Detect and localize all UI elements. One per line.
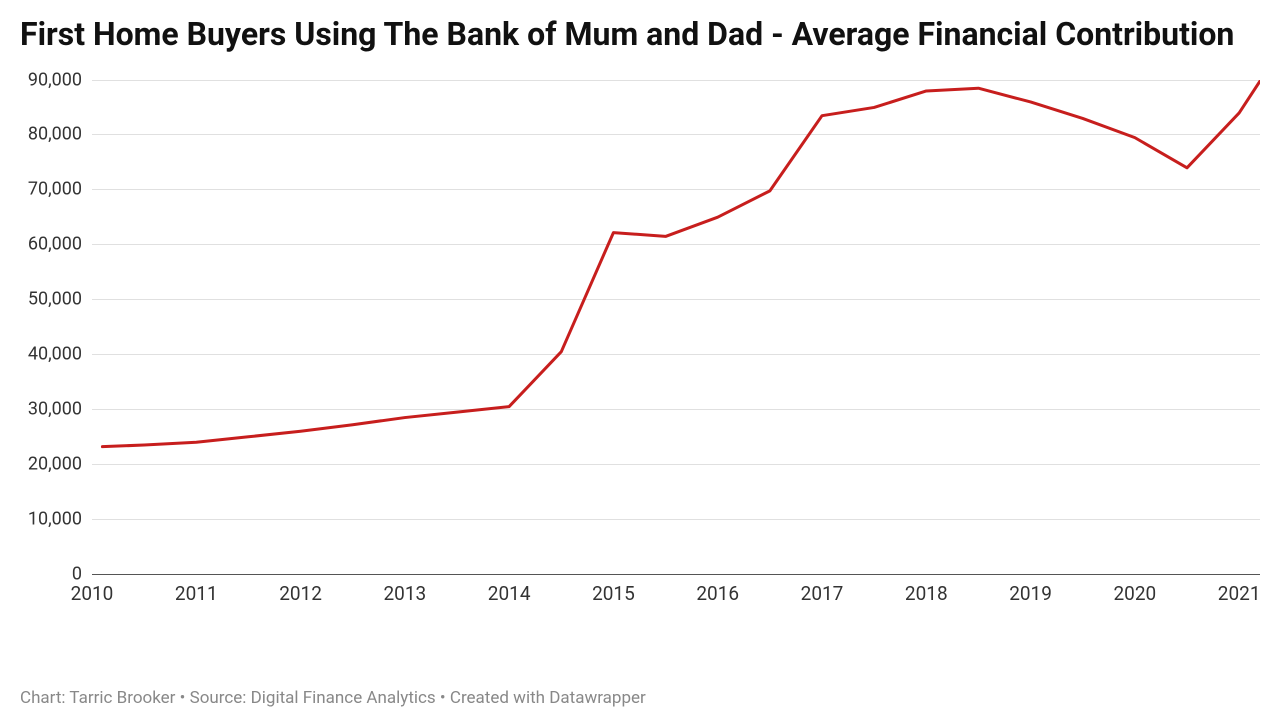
x-tick-label: 2021	[1218, 582, 1261, 605]
x-tick-label: 2015	[592, 582, 635, 605]
x-tick-label: 2014	[488, 582, 531, 605]
y-tick-label: 50,000	[20, 289, 82, 310]
y-tick-label: 30,000	[20, 398, 82, 419]
x-tick-label: 2010	[71, 582, 114, 605]
data-line	[102, 81, 1260, 447]
y-tick-label: 70,000	[20, 179, 82, 200]
y-tick-label: 40,000	[20, 344, 82, 365]
x-tick-label: 2017	[801, 582, 844, 605]
x-tick-label: 2012	[279, 582, 322, 605]
line-plot	[92, 80, 1260, 574]
baseline	[92, 574, 1260, 575]
x-tick-label: 2016	[696, 582, 739, 605]
x-tick-label: 2011	[175, 582, 218, 605]
y-tick-label: 80,000	[20, 124, 82, 145]
x-tick-label: 2020	[1113, 582, 1156, 605]
x-tick-label: 2013	[383, 582, 426, 605]
y-tick-label: 60,000	[20, 234, 82, 255]
chart-area: 010,00020,00030,00040,00050,00060,00070,…	[20, 80, 1260, 620]
chart-footer: Chart: Tarric Brooker • Source: Digital …	[20, 688, 646, 708]
y-tick-label: 90,000	[20, 69, 82, 90]
x-tick-label: 2019	[1009, 582, 1052, 605]
y-tick-label: 20,000	[20, 453, 82, 474]
x-tick-label: 2018	[905, 582, 948, 605]
chart-title: First Home Buyers Using The Bank of Mum …	[20, 14, 1260, 56]
y-tick-label: 10,000	[20, 508, 82, 529]
